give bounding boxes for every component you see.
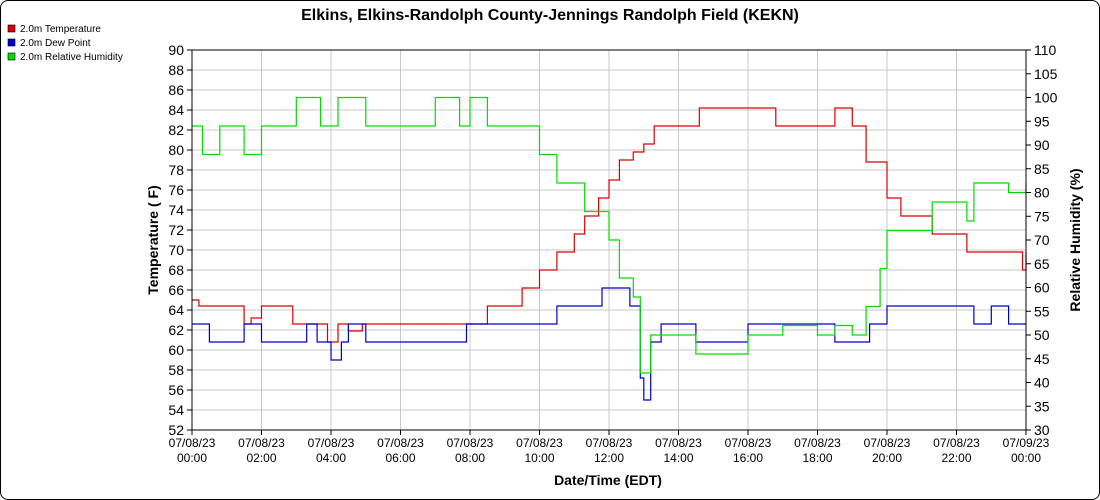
y2-tick-label: 55	[1034, 303, 1050, 319]
y2-tick-label: 75	[1034, 208, 1050, 224]
legend-swatch	[7, 24, 16, 33]
x-tick-date: 07/08/23	[447, 436, 494, 450]
legend: 2.0m Temperature 2.0m Dew Point 2.0m Relat…	[7, 24, 123, 63]
x-tick-date: 07/08/23	[516, 436, 563, 450]
y-tick-label: 86	[168, 82, 184, 98]
y-axis-left: 52 54 56 58 60 62 64 66 68 70 72 74 76 78 80 82 84 86 88 90	[168, 42, 192, 438]
x-tick-date: 07/08/23	[794, 436, 841, 450]
x-tick-date: 07/08/23	[308, 436, 355, 450]
y2-tick-label: 80	[1034, 185, 1050, 201]
y-tick-label: 82	[168, 122, 184, 138]
legend-swatch	[7, 38, 16, 47]
y2-tick-label: 30	[1034, 422, 1050, 438]
legend-swatch	[7, 52, 16, 61]
y2-tick-label: 110	[1034, 42, 1057, 58]
y2-tick-label: 85	[1034, 161, 1050, 177]
x-tick-time: 00:00	[177, 451, 207, 465]
x-tick-date: 07/08/23	[377, 436, 424, 450]
y-tick-label: 62	[168, 322, 184, 338]
x-tick-time: 02:00	[246, 451, 276, 465]
x-tick-time: 16:00	[733, 451, 763, 465]
x-tick-date: 07/08/23	[586, 436, 633, 450]
y-tick-label: 56	[168, 382, 184, 398]
y-tick-label: 76	[168, 182, 184, 198]
y2-tick-label: 50	[1034, 327, 1050, 343]
legend-entry: 2.0m Relative Humidity	[20, 52, 123, 63]
y-tick-label: 74	[168, 202, 184, 218]
x-tick-date: 07/08/23	[933, 436, 980, 450]
x-tick-date: 07/09/23	[1003, 436, 1050, 450]
y2-tick-label: 95	[1034, 113, 1050, 129]
x-tick-time: 06:00	[385, 451, 415, 465]
y-tick-label: 60	[168, 342, 184, 358]
y-tick-label: 84	[168, 102, 184, 118]
series-line-2-0m-dew-point	[192, 287, 1026, 401]
legend-entry: 2.0m Temperature	[20, 24, 101, 35]
y2-tick-label: 40	[1034, 375, 1050, 391]
y2-tick-label: 45	[1034, 351, 1050, 367]
y-tick-label: 68	[168, 262, 184, 278]
y-tick-label: 88	[168, 62, 184, 78]
series-lines	[192, 96, 1027, 401]
x-tick-date: 07/08/23	[655, 436, 702, 450]
x-tick-time: 20:00	[872, 451, 902, 465]
y-tick-label: 72	[168, 222, 184, 238]
y-tick-label: 58	[168, 362, 184, 378]
y2-tick-label: 100	[1034, 90, 1058, 106]
y2-tick-label: 105	[1034, 66, 1058, 82]
y-tick-label: 80	[168, 142, 184, 158]
x-tick-date: 07/08/23	[169, 436, 216, 450]
y2-axis-title: Relative Humidity (%)	[1067, 168, 1083, 311]
x-tick-date: 07/08/23	[864, 436, 911, 450]
y2-tick-label: 65	[1034, 256, 1050, 272]
y-tick-label: 64	[168, 302, 184, 318]
x-axis-title: Date/Time (EDT)	[554, 472, 662, 488]
x-tick-time: 10:00	[524, 451, 554, 465]
y2-tick-label: 90	[1034, 137, 1050, 153]
x-axis: 07/08/2300:0007/08/2302:0007/08/2304:000…	[169, 430, 1050, 465]
x-tick-time: 08:00	[455, 451, 485, 465]
chart-title: Elkins, Elkins-Randolph County-Jennings …	[301, 7, 799, 24]
x-tick-time: 18:00	[802, 451, 832, 465]
legend-entry: 2.0m Dew Point	[20, 38, 91, 49]
x-tick-time: 12:00	[594, 451, 624, 465]
x-tick-date: 07/08/23	[725, 436, 772, 450]
x-tick-time: 00:00	[1011, 451, 1041, 465]
y2-tick-label: 60	[1034, 280, 1050, 296]
y-tick-label: 54	[168, 402, 184, 418]
y2-tick-label: 70	[1034, 232, 1050, 248]
x-tick-date: 07/08/23	[238, 436, 285, 450]
y-tick-label: 52	[168, 422, 184, 438]
x-tick-time: 22:00	[941, 451, 971, 465]
series-line-2-0m-relative-humidity	[192, 96, 1027, 374]
x-tick-time: 04:00	[316, 451, 346, 465]
y-tick-label: 66	[168, 282, 184, 298]
y-tick-label: 78	[168, 162, 184, 178]
y-tick-label: 70	[168, 242, 184, 258]
y2-tick-label: 35	[1034, 398, 1050, 414]
x-tick-time: 14:00	[663, 451, 693, 465]
y-axis-title: Temperature ( F)	[145, 185, 161, 294]
y-tick-label: 90	[168, 42, 184, 58]
y-axis-right: 30 35 40 45 50 55 60 65 70 75 80 85 90 95 100 105 110	[1026, 42, 1058, 438]
